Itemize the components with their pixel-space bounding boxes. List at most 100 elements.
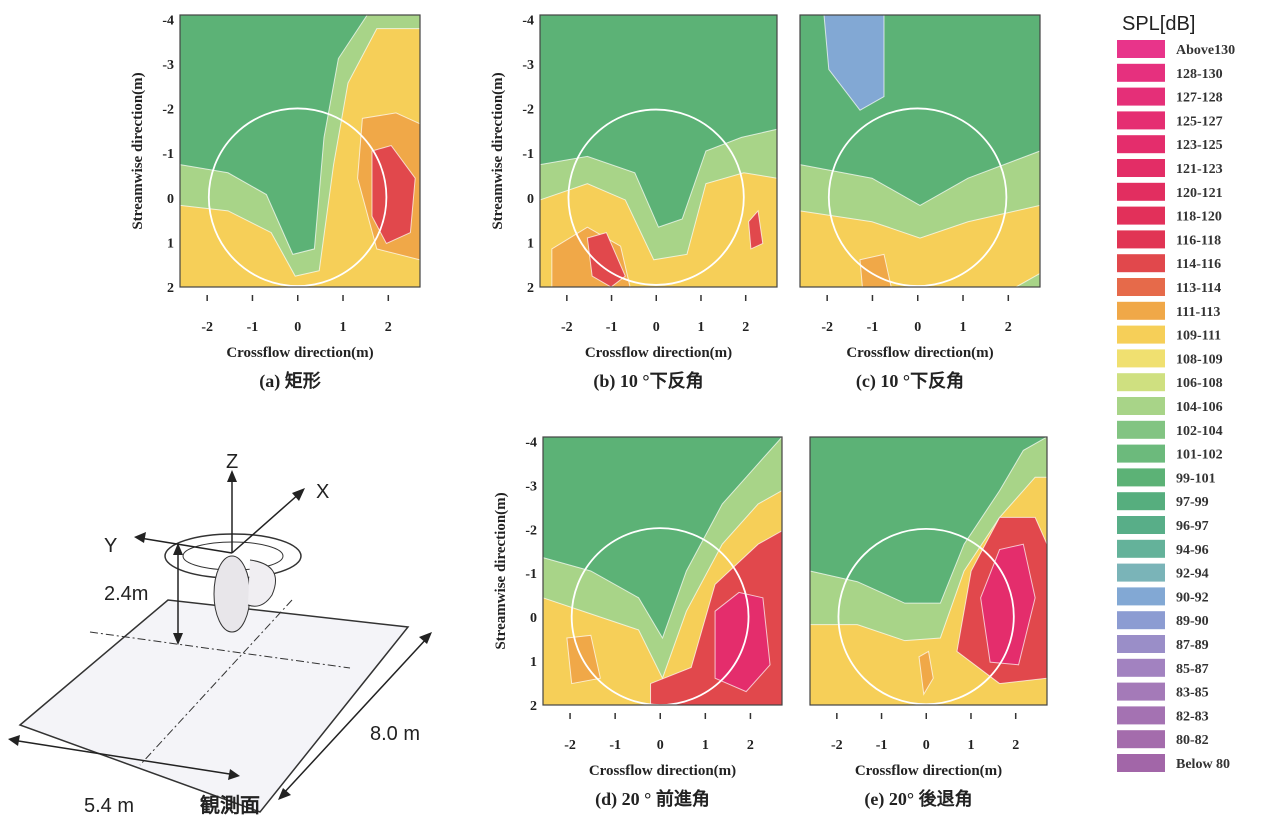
x-axis xyxy=(231,492,301,554)
y-tick-label: -1 xyxy=(162,147,174,162)
legend-label: 82-83 xyxy=(1176,709,1209,724)
y-tick-label: -3 xyxy=(162,58,174,73)
x-axis-label: Crossflow direction(m) xyxy=(589,763,736,779)
legend-label: 109-111 xyxy=(1176,329,1221,344)
panel-caption: (e) 20° 後退角 xyxy=(864,788,972,810)
x-tick-label: -1 xyxy=(876,738,888,753)
legend-label: 111-113 xyxy=(1176,305,1220,320)
legend-swatch xyxy=(1117,278,1165,296)
legend-label: 120-121 xyxy=(1176,186,1223,201)
legend-swatch xyxy=(1117,87,1165,106)
legend-swatch xyxy=(1117,611,1165,630)
legend-swatch xyxy=(1117,730,1165,749)
rotor-outline xyxy=(207,107,388,287)
x-tick-label: 1 xyxy=(967,738,974,753)
legend-swatch xyxy=(1117,111,1165,130)
legend-label: 113-114 xyxy=(1176,281,1221,296)
x-tick-label: 1 xyxy=(697,320,704,335)
legend-swatch xyxy=(1117,706,1165,725)
legend-label: 87-89 xyxy=(1176,638,1209,653)
y-tick-label: 0 xyxy=(167,192,174,207)
legend-label: 99-101 xyxy=(1176,471,1216,486)
x-tick-label: -1 xyxy=(609,738,621,753)
x-tick-label: -2 xyxy=(561,320,573,335)
legend-label: 89-90 xyxy=(1176,614,1209,629)
x-tick-label: 2 xyxy=(742,320,749,335)
legend-label: 85-87 xyxy=(1176,662,1209,677)
legend-swatch xyxy=(1117,444,1165,463)
panel-frame xyxy=(539,14,778,288)
setup-diagram: Z X Y 2.4m 8.0 m 5.4 m 観測面 xyxy=(8,451,432,817)
legend-label: 106-108 xyxy=(1176,376,1223,391)
legend-swatch xyxy=(1117,159,1165,177)
arrow xyxy=(278,788,291,800)
x-tick-label: -2 xyxy=(831,738,843,753)
length-arrow xyxy=(281,636,429,796)
legend-swatch xyxy=(1117,349,1165,368)
arrow xyxy=(134,532,146,543)
y-tick-label: -2 xyxy=(162,103,174,118)
x-tick-label: -2 xyxy=(564,738,576,753)
legend-label: 92-94 xyxy=(1176,567,1209,582)
legend-label: 104-106 xyxy=(1176,400,1223,415)
legend-label: 128-130 xyxy=(1176,67,1223,82)
panel-caption: (d) 20 ° 前進角 xyxy=(595,788,710,810)
legend-swatch xyxy=(1117,682,1165,701)
x-tick-label: 2 xyxy=(1012,738,1019,753)
legend-swatch xyxy=(1117,301,1165,320)
x-tick-label: 0 xyxy=(653,320,660,335)
legend-swatch xyxy=(1117,420,1165,439)
panel: -2 -1 0 1 2 Crossflow direction(m) (c) 10 °下反角 xyxy=(799,14,1041,392)
width-arrow xyxy=(11,739,237,776)
x-tick-label: 2 xyxy=(385,320,392,335)
legend-swatch xyxy=(1117,635,1165,653)
x-tick-label: 0 xyxy=(657,738,664,753)
y-tick-label: 1 xyxy=(527,236,534,251)
y-axis-label: Streamwise direction(m) xyxy=(490,72,506,229)
x-tick-label: 2 xyxy=(747,738,754,753)
x-axis-label: Crossflow direction(m) xyxy=(585,345,732,361)
legend-swatch xyxy=(1117,468,1165,487)
legend-swatch xyxy=(1117,492,1165,511)
y-tick-label: 2 xyxy=(530,699,537,714)
legend-swatch xyxy=(1117,587,1165,606)
legend-swatch xyxy=(1117,40,1165,58)
y-tick-label: -4 xyxy=(525,435,537,450)
legend-label: 96-97 xyxy=(1176,519,1209,534)
contour-band xyxy=(980,543,1036,666)
legend-swatch xyxy=(1117,563,1165,582)
y-axis-label: Streamwise direction(m) xyxy=(493,492,509,649)
arrow xyxy=(173,543,183,555)
y-tick-label: -1 xyxy=(525,567,537,582)
arrow xyxy=(228,769,240,780)
x-tick-label: -1 xyxy=(247,320,259,335)
legend-label: 101-102 xyxy=(1176,448,1223,463)
legend-swatch xyxy=(1117,754,1165,772)
x-tick-label: 0 xyxy=(294,320,301,335)
legend-label: 125-127 xyxy=(1176,114,1223,129)
panel: -2 -1 0 1 2 Crossflow direction(m) (e) 20° 後退角 xyxy=(809,436,1048,810)
x-tick-label: -2 xyxy=(201,320,213,335)
x-tick-label: 1 xyxy=(960,320,967,335)
panel-frame xyxy=(179,14,421,288)
legend-label: 102-104 xyxy=(1176,424,1223,439)
y-tick-label: -2 xyxy=(525,523,537,538)
contour-band xyxy=(748,209,764,250)
panel-frame xyxy=(799,14,1041,288)
legend-swatch xyxy=(1117,539,1165,558)
axis-name: Z xyxy=(226,451,238,473)
panel-frame xyxy=(542,436,783,706)
contour-band xyxy=(586,231,626,288)
x-tick-label: 2 xyxy=(1005,320,1012,335)
x-axis-label: Crossflow direction(m) xyxy=(855,763,1002,779)
y-tick-label: 2 xyxy=(167,281,174,296)
legend-title: SPL[dB] xyxy=(1122,13,1195,35)
legend-swatch xyxy=(1117,135,1165,154)
legend-swatch xyxy=(1117,373,1165,392)
legend: SPL[dB] Above130 128-130 127-128 125-127 123-… xyxy=(1117,13,1235,772)
arrow xyxy=(8,735,20,746)
y-tick-label: 1 xyxy=(167,236,174,251)
legend-label: 97-99 xyxy=(1176,495,1209,510)
y-tick-label: -4 xyxy=(162,13,174,28)
y-tick-label: -3 xyxy=(525,479,537,494)
